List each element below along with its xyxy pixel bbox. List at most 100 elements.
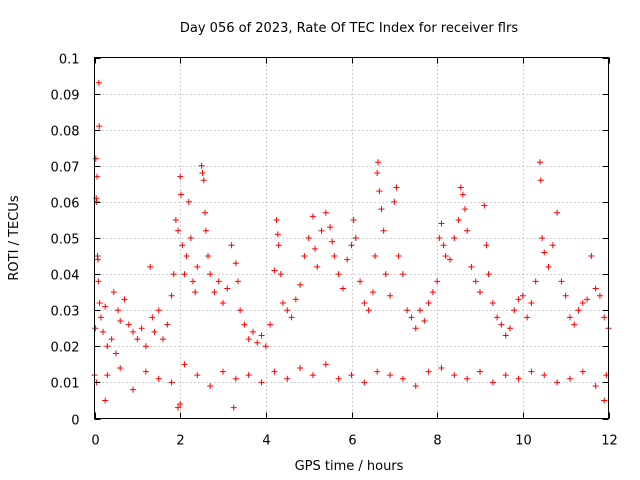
data-point [177,401,184,408]
data-point [284,307,291,314]
data-point [117,364,124,371]
data-point [262,343,269,350]
y-tick-label: 0.04 [51,269,80,284]
data-point [352,235,359,241]
data-point [249,328,256,335]
data-point [438,364,445,371]
data-point [588,253,595,260]
data-point [232,260,239,267]
data-point [142,368,149,375]
data-point [440,242,447,249]
x-tick-label: 10 [515,434,532,449]
data-point [234,278,241,285]
data-point [361,379,368,386]
data-point [375,159,382,166]
data-point [571,321,578,328]
data-point [429,289,436,296]
data-point [395,253,402,260]
data-point [241,321,248,328]
x-tick-label: 2 [176,434,184,449]
data-point [579,368,586,375]
data-point [348,242,355,249]
data-point [451,235,458,241]
data-point [537,177,544,184]
data-point [472,278,479,285]
data-point [187,235,194,241]
data-point [108,336,115,343]
data-point [205,253,212,260]
data-point [147,263,154,270]
x-tick-label: 12 [601,434,618,449]
data-point [335,271,342,278]
data-point [387,372,394,379]
data-point [178,191,185,198]
data-point [391,198,398,205]
data-point [190,278,197,285]
data-point [459,191,466,198]
data-point [489,299,496,306]
data-point [502,332,509,339]
data-point [592,285,599,292]
data-point [125,321,132,328]
data-point [378,206,385,213]
data-point [519,292,526,299]
data-point [462,206,469,213]
data-point [468,263,475,270]
data-point [558,278,565,285]
data-point [94,173,101,180]
data-point [207,383,214,390]
data-point [121,296,128,303]
data-point [288,314,295,321]
y-tick-label: 0.02 [51,341,80,356]
data-point [170,271,177,278]
data-point [541,249,548,256]
data-point [155,375,162,382]
data-point [177,173,184,180]
data-point [327,224,334,231]
data-point [230,404,237,411]
y-tick-labels: 0 0.01 0.02 0.03 0.04 0.05 0.06 0.07 0.08 0.09 0.1 [51,53,80,429]
data-point [96,299,103,306]
data-point [220,299,226,306]
data-point [412,325,419,332]
data-point [215,278,222,285]
data-point [438,220,445,227]
data-point [374,170,381,177]
data-point [515,375,522,382]
data-point [179,242,186,249]
data-point [335,375,342,382]
data-point [322,361,329,368]
data-point [464,375,471,382]
data-point [404,307,411,314]
data-point [369,289,376,296]
data-point [566,314,573,321]
data-point [489,379,496,386]
data-point [350,216,357,223]
y-tick-label: 0.1 [59,53,80,68]
data-point [149,314,156,321]
data-point [421,318,428,325]
data-point [211,289,218,296]
data-point [245,372,252,379]
data-point [511,307,518,314]
data-point [254,339,261,346]
data-point [528,299,535,306]
data-point [596,292,603,299]
data-point [115,307,122,314]
data-point [192,289,199,296]
y-tick-label: 0.06 [51,197,80,212]
data-point [447,256,454,263]
data-point [425,299,432,306]
data-point [382,271,389,278]
data-point [344,256,351,263]
data-point [271,267,278,274]
data-point [112,350,119,357]
data-point [297,364,304,371]
data-point [155,307,162,314]
data-point [220,368,226,375]
data-point [387,292,394,299]
data-point [361,299,368,306]
data-point [601,314,608,321]
data-point [284,375,291,382]
data-point [455,216,462,223]
